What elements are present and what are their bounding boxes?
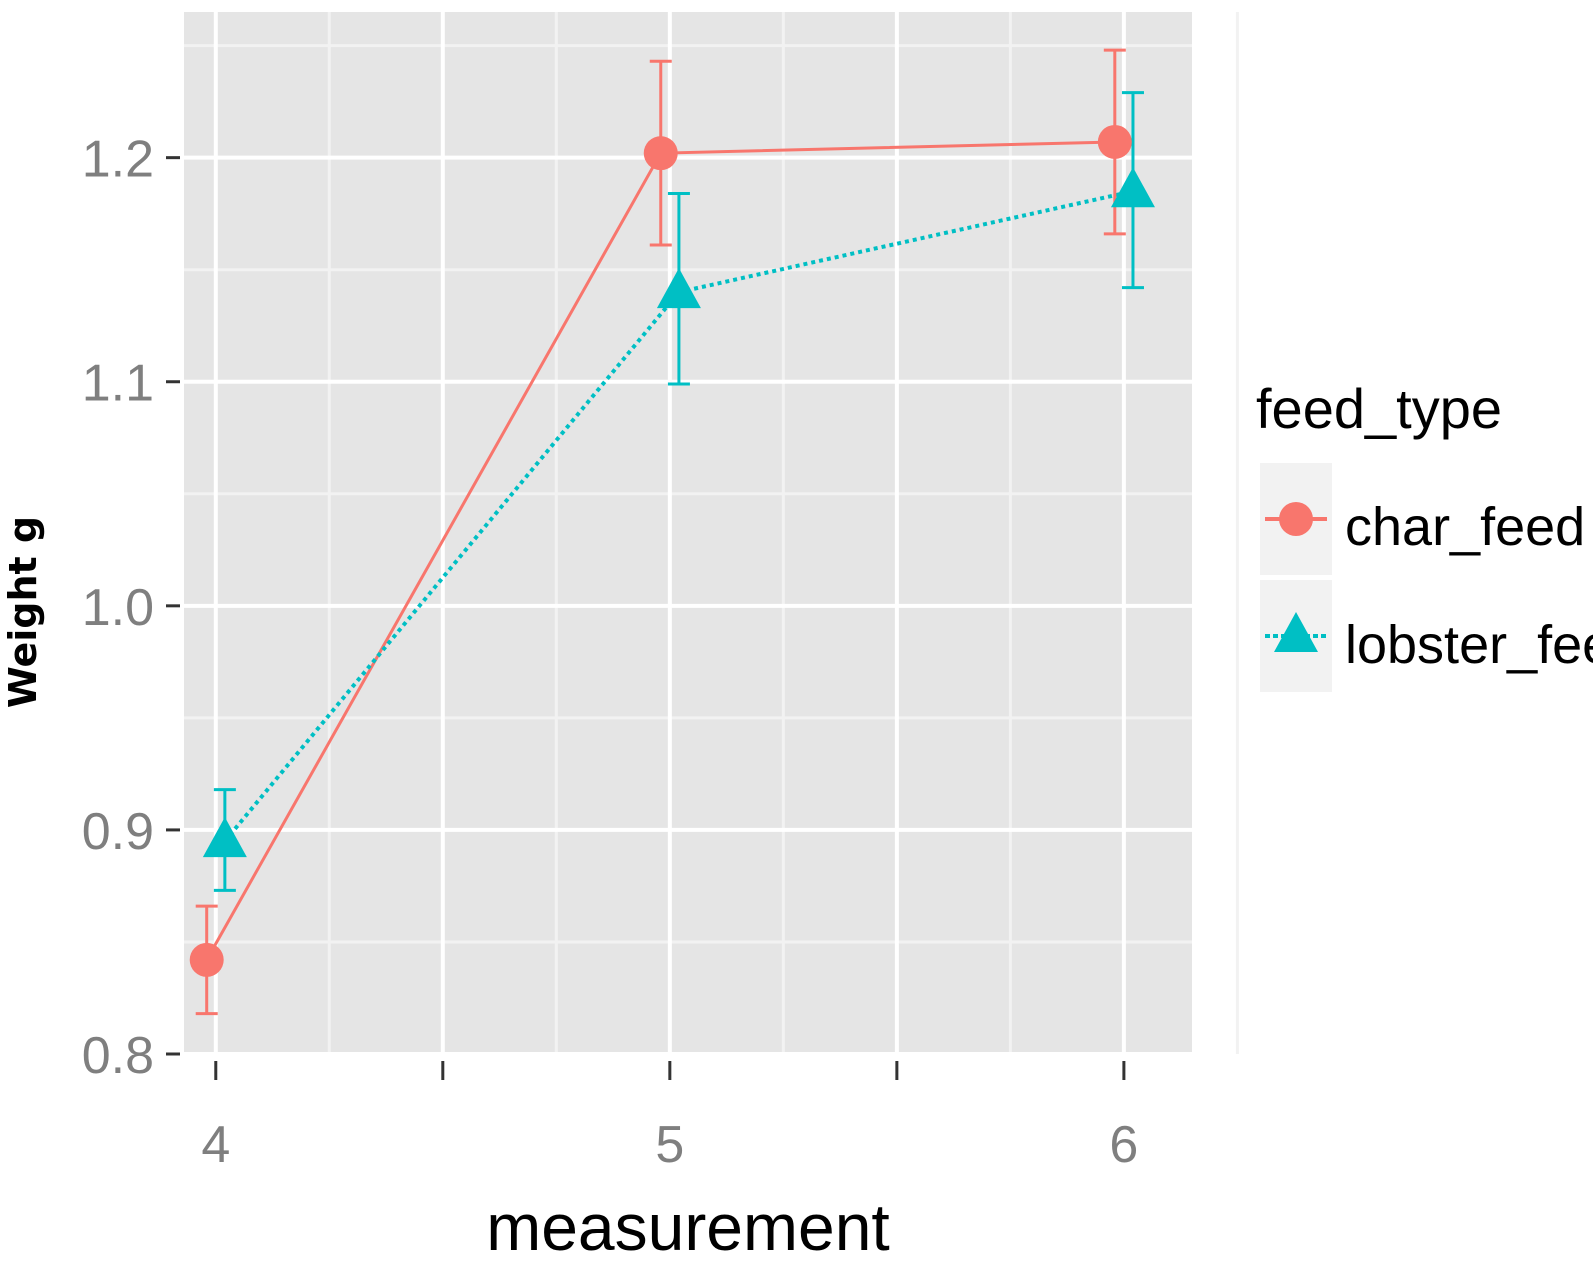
x-tick-label-0: 4 bbox=[201, 1116, 230, 1174]
x-axis-title: measurement bbox=[486, 1190, 890, 1263]
x-tick-labels: 4 5 6 bbox=[201, 1116, 1138, 1174]
x-tick-label-2: 6 bbox=[1109, 1116, 1138, 1174]
legend-key-marker-char-feed bbox=[1279, 502, 1313, 536]
legend-label-char-feed: char_feed bbox=[1345, 497, 1585, 557]
data-point-lobster-feed-2 bbox=[1110, 167, 1155, 208]
legend: feed_type char_feed lobster_feed bbox=[1256, 377, 1593, 692]
y-tick-label-0: 0.8 bbox=[82, 1027, 154, 1085]
axis-ticks bbox=[166, 156, 1126, 1080]
data-point-char-feed-0 bbox=[189, 942, 224, 977]
y-tick-labels: 0.8 0.9 1.0 1.1 1.2 bbox=[82, 131, 154, 1085]
legend-label-lobster-feed: lobster_feed bbox=[1345, 615, 1593, 675]
legend-key-lobster-feed bbox=[1260, 580, 1332, 692]
grid-minor-lines bbox=[184, 12, 1239, 1054]
legend-keys bbox=[1260, 463, 1332, 692]
legend-title: feed_type bbox=[1256, 377, 1502, 440]
x-tick-label-1: 5 bbox=[655, 1116, 684, 1174]
y-tick-label-3: 1.1 bbox=[82, 355, 154, 413]
y-tick-label-4: 1.2 bbox=[82, 131, 154, 189]
data-point-lobster-feed-0 bbox=[202, 817, 247, 858]
data-point-lobster-feed-1 bbox=[656, 268, 701, 309]
legend-key-char-feed bbox=[1260, 463, 1332, 575]
legend-key-marker-lobster-feed bbox=[1274, 612, 1318, 652]
y-tick-label-2: 1.0 bbox=[82, 579, 154, 637]
data-point-char-feed-2 bbox=[1097, 124, 1132, 159]
grid-major-lines bbox=[184, 12, 1192, 1056]
plot-panel bbox=[184, 12, 1192, 1054]
y-tick-label-1: 0.9 bbox=[82, 803, 154, 861]
data-point-char-feed-1 bbox=[643, 136, 678, 171]
data-markers bbox=[189, 124, 1155, 977]
y-axis-title: Weight g bbox=[1, 516, 45, 708]
